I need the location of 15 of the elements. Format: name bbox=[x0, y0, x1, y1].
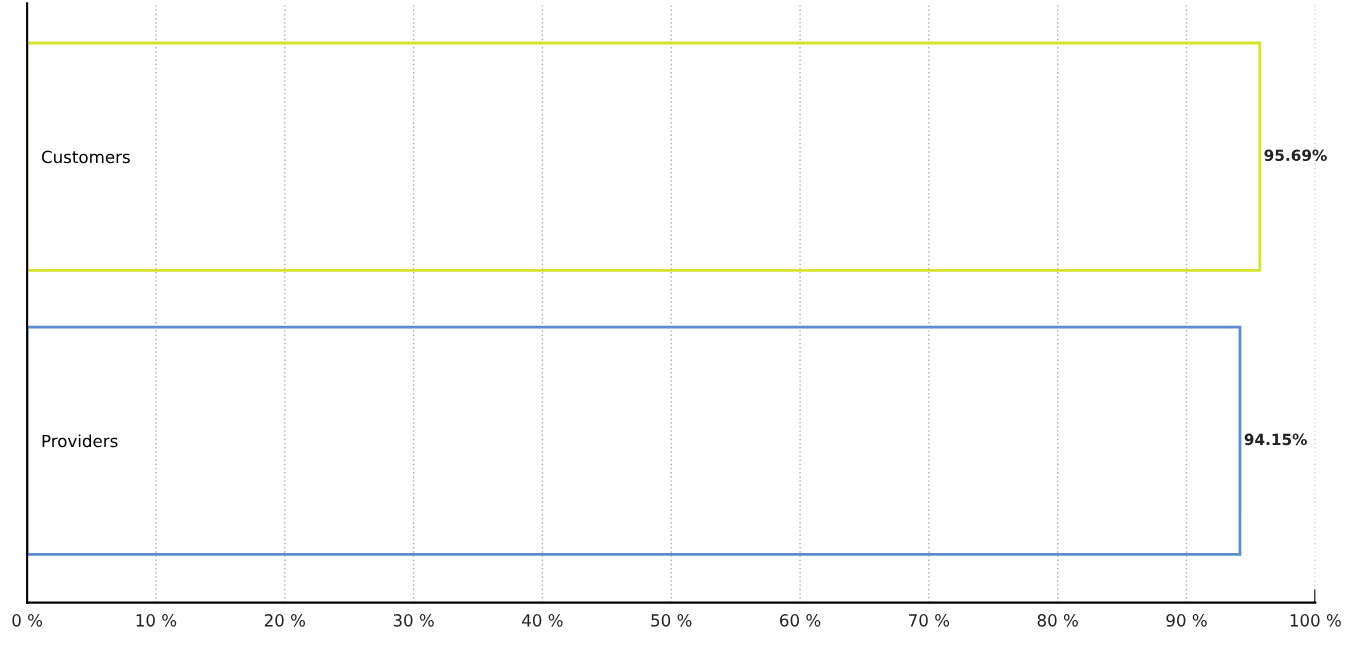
x-tick-label: 90 % bbox=[1166, 614, 1207, 627]
x-tick-label: 50 % bbox=[651, 614, 692, 627]
x-tick-label: 20 % bbox=[264, 614, 306, 627]
data-label: 95.69% bbox=[1264, 149, 1327, 162]
x-tick-label: 10 % bbox=[136, 614, 177, 627]
y-tick-label: Providers bbox=[42, 434, 118, 448]
x-tick-label: 30 % bbox=[393, 614, 434, 627]
x-tick-label: 0 % bbox=[12, 614, 43, 627]
x-tick-label: 70 % bbox=[909, 614, 950, 627]
x-tick-label: 40 % bbox=[522, 614, 563, 627]
x-tick-label: 60 % bbox=[780, 614, 821, 627]
x-tick-label: 100 % bbox=[1290, 614, 1341, 627]
y-tick-label: Customers bbox=[41, 150, 130, 164]
data-label: 94.15% bbox=[1244, 433, 1307, 446]
x-tick-label: 80 % bbox=[1037, 614, 1078, 627]
